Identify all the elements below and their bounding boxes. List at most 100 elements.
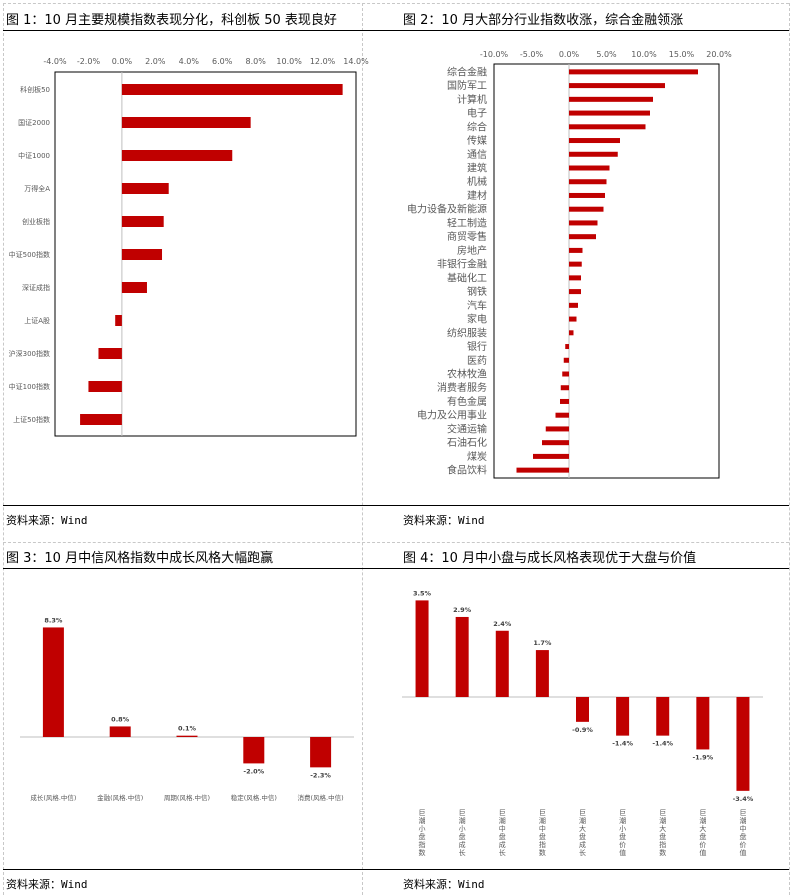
- fig1-bar: [121, 282, 147, 293]
- fig4-category-char: 指: [539, 840, 546, 849]
- fig1-bar: [98, 348, 122, 359]
- fig4-category-char: 值: [739, 848, 746, 857]
- fig4-category-char: 潮: [419, 816, 426, 825]
- fig2-category-label: 银行: [467, 340, 487, 353]
- fig2-category-label: 汽车: [467, 299, 487, 312]
- fig1-bar: [121, 249, 163, 260]
- fig4-category-char: 中: [499, 824, 506, 833]
- fig3-title: 图 3：10 月中信风格指数中成长风格大幅跑赢: [6, 551, 274, 566]
- fig4-category-char: 数: [419, 848, 426, 857]
- fig1-bar: [88, 381, 122, 392]
- fig4-category-char: 巨: [619, 809, 626, 817]
- fig4-value-label: -0.9%: [572, 726, 593, 734]
- fig1-category-label: 上证A股: [24, 316, 50, 325]
- fig1-category-label: 中证500指数: [9, 250, 50, 259]
- fig2-bar: [569, 330, 574, 336]
- fig4-category-char: 成: [579, 840, 586, 849]
- fig4-category-char: 潮: [619, 816, 626, 825]
- divider-source1-right: [362, 505, 789, 506]
- fig4-category-char: 潮: [459, 816, 466, 825]
- fig2-category-label: 石油石化: [447, 436, 487, 449]
- fig2-bar: [569, 179, 607, 185]
- fig3-category-label: 金融(风格.中信): [97, 793, 143, 802]
- divider-source2-right: [362, 869, 789, 870]
- fig4-source-value: Wind: [458, 878, 485, 891]
- fig4-value-label: -1.4%: [652, 740, 673, 748]
- fig4-category-char: 盘: [579, 832, 586, 841]
- fig3-bar: [109, 726, 131, 737]
- fig4-bar: [736, 697, 750, 791]
- fig4-category-char: 小: [419, 824, 426, 833]
- fig2-category-label: 房地产: [457, 244, 487, 257]
- fig4-category-char: 大: [699, 824, 706, 833]
- fig4-category-label: 巨潮中盘价值: [739, 809, 746, 857]
- fig2-bar: [569, 316, 577, 322]
- fig2-category-label: 综合金融: [447, 65, 487, 78]
- fig2-category-label: 煤炭: [467, 450, 487, 463]
- fig2-category-label: 食品饮料: [447, 464, 487, 477]
- fig1-category-label: 上证50指数: [13, 415, 50, 424]
- fig4-category-char: 巨: [499, 809, 506, 817]
- fig3-bar: [42, 627, 64, 737]
- fig2-category-label: 轻工制造: [447, 216, 487, 229]
- fig2-bar: [569, 192, 605, 198]
- fig4-title: 图 4：10 月中小盘与成长风格表现优于大盘与价值: [403, 551, 697, 566]
- fig4-value-label: -1.9%: [692, 753, 713, 761]
- fig3-value-label: 0.8%: [111, 715, 130, 723]
- fig4-category-label: 巨潮中盘成长: [499, 809, 506, 857]
- fig4-category-char: 盘: [539, 832, 546, 841]
- fig2-bar: [569, 234, 596, 240]
- fig1-category-label: 中证1000: [18, 151, 50, 160]
- fig2-bar: [563, 357, 569, 363]
- fig4-source: 资料来源：Wind: [403, 876, 485, 892]
- fig3-value-label: -2.3%: [310, 771, 331, 779]
- fig2-category-label: 基础化工: [447, 271, 487, 284]
- divider-source2-left: [3, 869, 362, 870]
- fig2-tick-label: 15.0%: [669, 50, 695, 59]
- frame-middle: [362, 3, 363, 895]
- fig2-tick-label: -10.0%: [480, 50, 509, 59]
- frame-top: [3, 3, 789, 4]
- fig4-value-label: 2.4%: [493, 620, 512, 628]
- fig4-category-char: 中: [739, 824, 746, 833]
- fig4-category-char: 盘: [739, 832, 746, 841]
- fig4-category-char: 潮: [659, 816, 666, 825]
- fig2-category-label: 综合: [467, 120, 487, 133]
- fig4-category-char: 盘: [499, 832, 506, 841]
- fig2-bar: [555, 412, 569, 418]
- fig2-category-label: 机械: [467, 175, 487, 188]
- fig2-bar: [569, 261, 582, 267]
- fig1-tick-label: 2.0%: [145, 57, 166, 66]
- fig4-category-char: 价: [699, 841, 706, 849]
- fig1-tick-label: -2.0%: [77, 57, 101, 66]
- fig2-category-label: 纺织服装: [447, 326, 487, 339]
- fig4-category-char: 长: [499, 848, 506, 857]
- divider-source1-left: [3, 505, 362, 506]
- fig2-category-label: 商贸零售: [447, 230, 487, 243]
- divider-row2-title-left: [3, 568, 362, 569]
- fig4-category-char: 潮: [499, 816, 506, 825]
- fig3-category-label: 消费(风格.中信): [298, 793, 344, 802]
- fig3-bar: [310, 737, 332, 768]
- fig1-tick-label: 10.0%: [276, 57, 302, 66]
- fig1-category-label: 科创板50: [20, 85, 50, 94]
- fig4-category-char: 盘: [699, 832, 706, 841]
- fig4-category-char: 价: [619, 841, 626, 849]
- fig1-title: 图 1：10 月主要规模指数表现分化，科创板 50 表现良好: [6, 13, 337, 28]
- frame-left: [3, 3, 4, 895]
- fig2-tick-label: 5.0%: [596, 50, 617, 59]
- fig2-bar: [569, 247, 583, 253]
- fig1-bar: [121, 84, 343, 95]
- fig1-plot-frame: [54, 71, 357, 437]
- fig2-bar: [569, 206, 604, 212]
- fig2-category-label: 非银行金融: [437, 258, 487, 271]
- fig4-category-char: 巨: [579, 809, 586, 817]
- fig4-category-char: 巨: [699, 809, 706, 817]
- fig2-plot-frame: [493, 63, 720, 479]
- fig2-category-label: 电力设备及新能源: [407, 203, 487, 216]
- fig4-category-char: 值: [699, 848, 706, 857]
- fig1-category-label: 中证100指数: [9, 382, 50, 391]
- fig3-bar: [243, 737, 265, 764]
- fig4-category-char: 巨: [739, 809, 746, 817]
